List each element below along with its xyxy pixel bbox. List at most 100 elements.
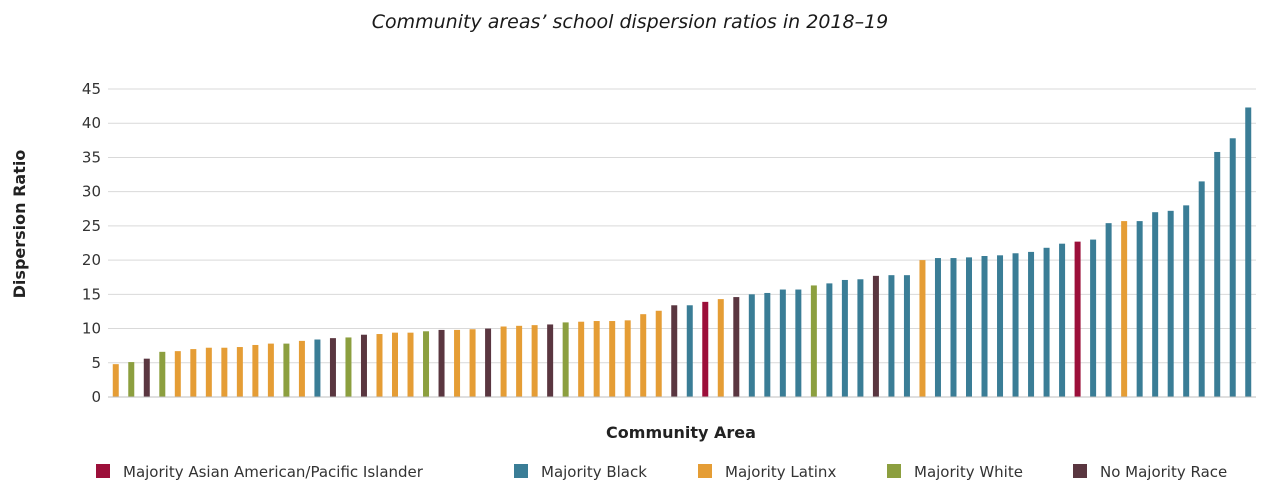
- bar-black: [888, 275, 895, 397]
- grid-lines: [108, 88, 1256, 364]
- bar-latinx: [717, 299, 724, 397]
- bar-none: [671, 305, 678, 397]
- bar-black: [795, 289, 802, 397]
- bar-latinx: [1121, 221, 1128, 397]
- bar-white: [159, 351, 166, 397]
- bar-white: [810, 285, 817, 397]
- bar-black: [981, 256, 988, 397]
- chart-title: Community areas’ school dispersion ratio…: [372, 11, 889, 33]
- bar-black: [1198, 181, 1205, 397]
- bar-latinx: [609, 321, 616, 397]
- x-axis-title: Community Area: [606, 423, 756, 442]
- bar-black: [1214, 151, 1221, 397]
- legend-swatch-none: [1073, 464, 1087, 478]
- bar-latinx: [516, 325, 523, 397]
- bar-latinx: [500, 326, 507, 397]
- y-tick-label: 30: [82, 183, 101, 201]
- bar-black: [779, 289, 786, 397]
- bar-black: [857, 279, 864, 397]
- bar-latinx: [392, 332, 398, 397]
- bar-latinx: [376, 334, 383, 397]
- bar-black: [934, 258, 941, 397]
- bar-black: [826, 283, 833, 397]
- bar-latinx: [205, 347, 212, 397]
- bar-black: [1245, 107, 1252, 397]
- legend-swatch-asian: [96, 464, 110, 478]
- bar-none: [329, 338, 336, 397]
- bar-latinx: [298, 340, 305, 397]
- bar-latinx: [454, 329, 461, 397]
- bar-white: [283, 343, 290, 397]
- y-tick-label: 25: [82, 217, 101, 235]
- bar-white: [562, 322, 569, 397]
- bar-latinx: [469, 329, 476, 397]
- y-tick-label: 45: [82, 80, 101, 98]
- bar-black: [1105, 223, 1112, 397]
- bar-latinx: [655, 310, 662, 397]
- bar-black: [764, 292, 771, 397]
- legend-swatch-black: [514, 464, 528, 478]
- legend-label-asian: Majority Asian American/Pacific Islander: [123, 463, 424, 481]
- bar-latinx: [640, 314, 647, 397]
- y-axis-title: Dispersion Ratio: [10, 150, 29, 299]
- bar-black: [950, 258, 957, 397]
- bar-white: [423, 331, 430, 397]
- bar-black: [997, 255, 1004, 397]
- bar-black: [903, 275, 910, 397]
- legend-label-latinx: Majority Latinx: [725, 463, 836, 481]
- y-tick-label: 10: [82, 320, 101, 338]
- bar-black: [1183, 205, 1190, 397]
- bar-black: [1028, 251, 1035, 397]
- bar-latinx: [919, 260, 926, 397]
- bar-black: [1167, 210, 1174, 397]
- bar-black: [686, 305, 693, 397]
- bar-none: [733, 297, 740, 397]
- legend-label-black: Majority Black: [541, 463, 647, 481]
- bar-none: [438, 329, 445, 397]
- bar-none: [360, 334, 367, 397]
- y-tick-label: 20: [82, 251, 101, 269]
- bar-black: [1090, 239, 1097, 397]
- bar-none: [872, 275, 879, 397]
- bar-latinx: [593, 321, 600, 397]
- bar-none: [547, 324, 554, 397]
- y-tick-label: 40: [82, 114, 101, 132]
- legend-label-white: Majority White: [914, 463, 1023, 481]
- y-tick-label: 0: [91, 388, 101, 406]
- bar-latinx: [112, 364, 119, 397]
- bar-black: [314, 339, 321, 397]
- bar-black: [1152, 212, 1159, 397]
- bar-latinx: [531, 325, 538, 397]
- bar-latinx: [267, 343, 274, 397]
- bar-black: [748, 294, 755, 397]
- bar-latinx: [624, 320, 631, 397]
- bars: [112, 107, 1252, 397]
- bar-black: [966, 257, 972, 397]
- bar-latinx: [221, 347, 228, 397]
- legend-swatch-white: [887, 464, 901, 478]
- bar-latinx: [407, 332, 414, 397]
- bar-latinx: [190, 349, 197, 397]
- y-tick-label: 35: [82, 148, 101, 166]
- bar-latinx: [252, 344, 259, 397]
- bar-black: [1059, 243, 1066, 397]
- bar-latinx: [236, 347, 243, 397]
- y-tick-label: 5: [91, 354, 101, 372]
- bar-latinx: [174, 351, 181, 397]
- bar-none: [485, 328, 492, 397]
- bar-black: [1043, 247, 1050, 397]
- bar-black: [1012, 253, 1019, 397]
- y-tick-label: 15: [82, 285, 101, 303]
- legend: Majority Asian American/Pacific Islander…: [96, 463, 1227, 481]
- bar-black: [1136, 221, 1143, 397]
- bar-black: [841, 279, 848, 397]
- bar-black: [1229, 138, 1236, 397]
- bar-white: [345, 337, 352, 397]
- legend-label-none: No Majority Race: [1100, 463, 1227, 481]
- bar-asian: [702, 301, 709, 397]
- bar-asian: [1074, 241, 1081, 397]
- y-tick-labels: 0 5 10 15 20 25 30 35 40 45: [82, 80, 101, 406]
- bar-latinx: [578, 321, 585, 397]
- legend-swatch-latinx: [698, 464, 712, 478]
